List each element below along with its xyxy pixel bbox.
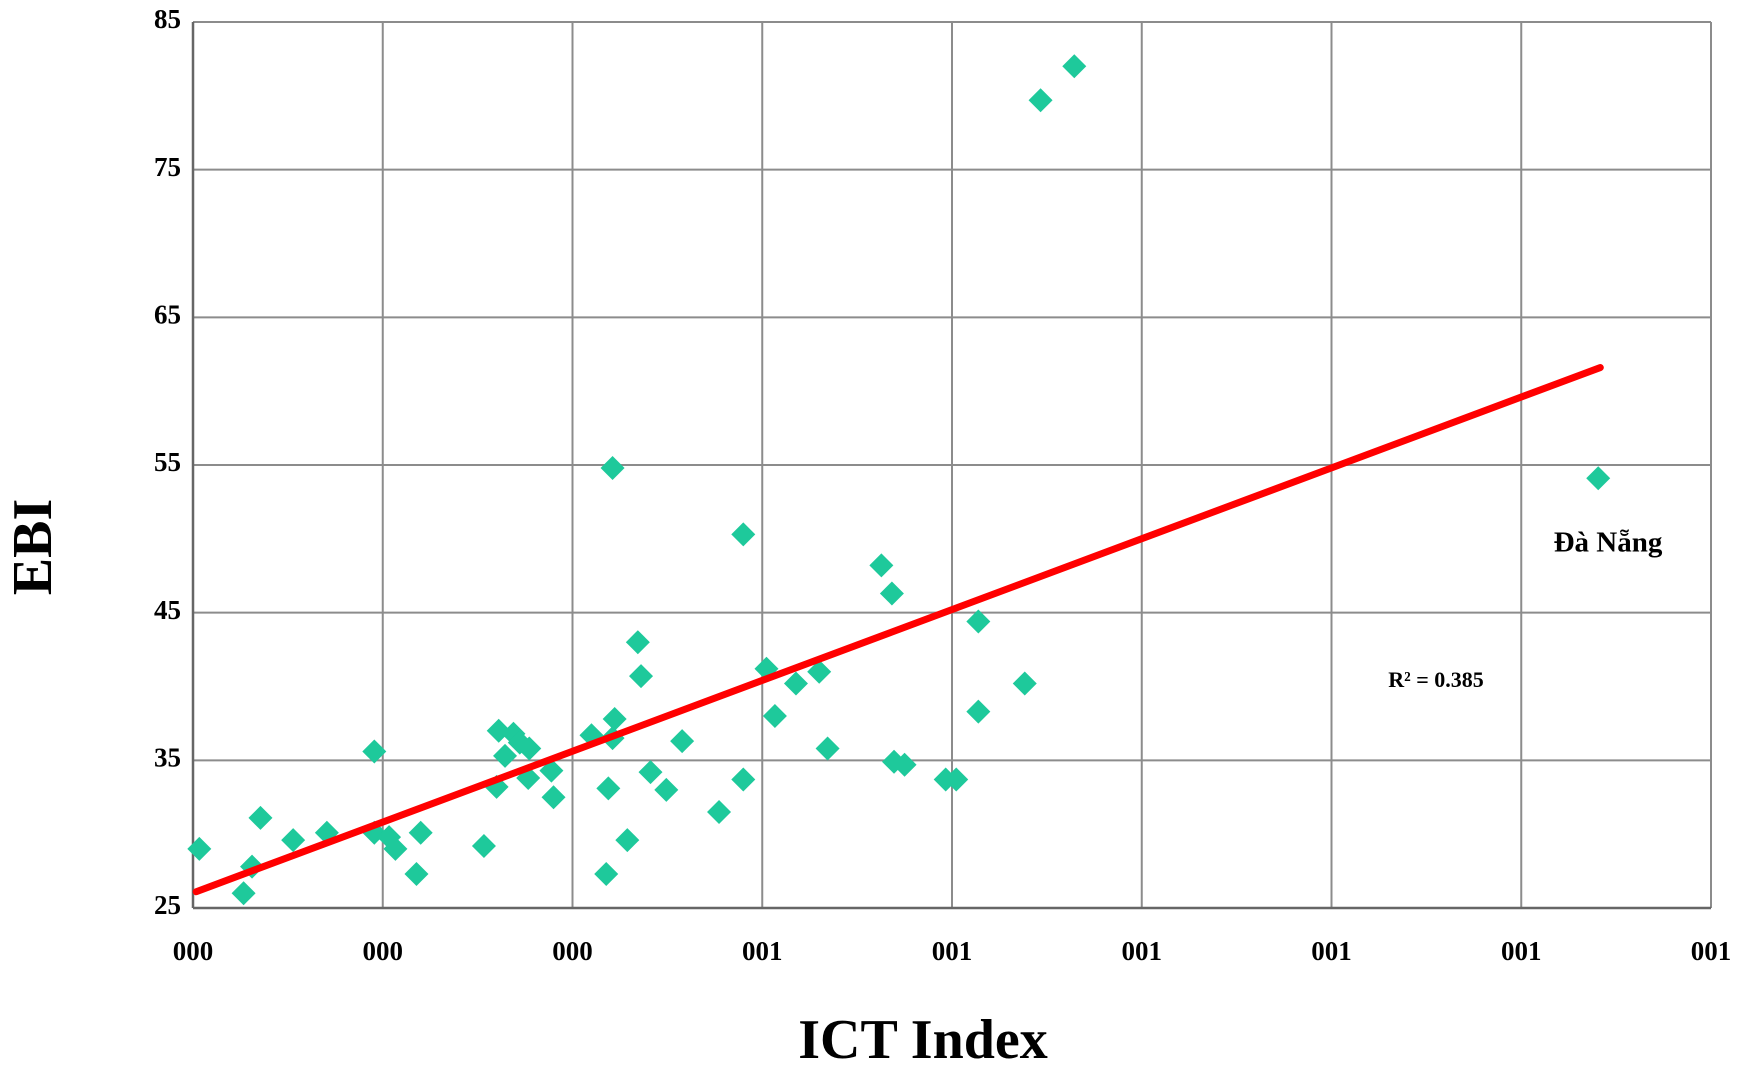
- point: [408, 820, 433, 845]
- point: [596, 776, 621, 801]
- annotation: Đà Nẵng: [1554, 527, 1663, 559]
- x-tick-label: 001: [1691, 936, 1732, 966]
- x-tick-label: 000: [363, 936, 404, 966]
- point: [1012, 671, 1037, 696]
- point: [615, 828, 640, 853]
- y-tick-label: 55: [154, 447, 181, 477]
- point: [762, 704, 787, 729]
- point: [404, 862, 429, 887]
- point: [625, 630, 650, 655]
- y-tick-label: 75: [154, 152, 181, 182]
- point: [1586, 466, 1611, 491]
- point: [1062, 54, 1087, 79]
- y-tick-label: 35: [154, 743, 181, 773]
- x-tick-label: 001: [1122, 936, 1163, 966]
- point: [892, 752, 917, 777]
- point: [629, 664, 654, 689]
- point: [594, 862, 619, 887]
- x-tick-label: 000: [173, 936, 214, 966]
- point: [541, 785, 566, 810]
- y-tick-label: 85: [154, 4, 181, 34]
- point: [783, 671, 808, 696]
- point: [654, 777, 679, 802]
- trendline: [192, 364, 1604, 896]
- point: [600, 455, 625, 480]
- point: [944, 767, 969, 792]
- point: [707, 800, 732, 825]
- y-tick-label: 25: [154, 890, 181, 920]
- point: [231, 881, 256, 906]
- point: [638, 760, 663, 785]
- point: [731, 522, 756, 547]
- point: [187, 836, 212, 861]
- point: [966, 609, 991, 634]
- point: [602, 706, 627, 731]
- point: [1028, 88, 1053, 113]
- x-tick-label: 001: [932, 936, 973, 966]
- point: [281, 828, 306, 853]
- point: [517, 736, 542, 761]
- point: [731, 767, 756, 792]
- x-tick-label: 000: [552, 936, 593, 966]
- point: [493, 743, 518, 768]
- y-tick-label: 65: [154, 300, 181, 330]
- point: [248, 805, 273, 830]
- point: [879, 581, 904, 606]
- point: [362, 739, 387, 764]
- point: [815, 736, 840, 761]
- x-axis-title: ICT Index: [798, 1009, 1048, 1071]
- point: [471, 833, 496, 858]
- x-tick-label: 001: [1311, 936, 1352, 966]
- y-axis-title: EBI: [2, 499, 64, 596]
- annotation: R² = 0.385: [1388, 667, 1484, 692]
- x-tick-label: 001: [1501, 936, 1542, 966]
- x-tick-label: 001: [742, 936, 783, 966]
- point: [966, 699, 991, 724]
- y-tick-label: 45: [154, 595, 181, 625]
- point: [869, 553, 894, 578]
- point: [670, 729, 695, 754]
- point: [807, 659, 832, 684]
- point: [383, 836, 408, 861]
